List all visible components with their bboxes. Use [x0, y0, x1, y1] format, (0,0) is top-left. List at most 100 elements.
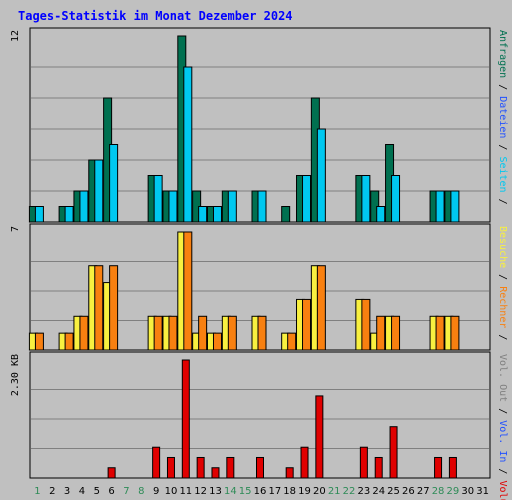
- bar-dateien-day-4: [79, 190, 89, 223]
- y-max-label: 2.30 KB: [10, 354, 21, 396]
- y-max-label: 7: [10, 226, 21, 232]
- bar-rechner-day-6: [109, 265, 119, 351]
- bar-dateien-day-24: [376, 206, 386, 223]
- series-legend: Besuche / Rechner /: [497, 226, 508, 340]
- bar-volumen-day-13: [211, 467, 220, 479]
- bar-dateien-day-3: [64, 206, 74, 223]
- legend-entry: /: [497, 268, 508, 286]
- bar-rechner-day-19: [302, 298, 312, 351]
- panel-visits: 7 Besuche / Rechner /: [10, 223, 508, 351]
- bar-volumen-day-28: [434, 456, 443, 479]
- bar-rechner-day-25: [391, 315, 401, 351]
- bar-rechner-day-5: [94, 265, 104, 351]
- bar-dateien-day-19: [302, 175, 312, 223]
- x-tick-label: 20: [313, 486, 326, 497]
- bar-volumen-day-11: [181, 359, 190, 479]
- x-tick-label: 13: [209, 486, 222, 497]
- bar-volumen-day-20: [315, 395, 324, 479]
- bar-dateien-day-13: [212, 206, 222, 223]
- x-tick-label: 31: [476, 486, 489, 497]
- bar-dateien-day-10: [168, 190, 178, 223]
- x-tick-label: 10: [165, 486, 178, 497]
- bar-dateien-day-14: [227, 190, 237, 223]
- bar-dateien-day-20: [316, 128, 326, 223]
- x-tick-label: 3: [64, 486, 70, 497]
- bar-rechner-day-11: [183, 231, 193, 351]
- bar-rechner-day-13: [212, 332, 222, 351]
- legend-entry: Vol. Out: [497, 354, 508, 402]
- bar-volumen-day-12: [196, 456, 205, 479]
- bar-volumen-day-19: [300, 446, 309, 479]
- bar-rechner-day-20: [316, 265, 326, 351]
- chart-panels: 12 Anfragen / Dateien / Seiten / 7 Besuche…: [10, 27, 508, 500]
- bar-dateien-day-5: [94, 159, 104, 223]
- x-tick-label: 26: [402, 486, 415, 497]
- bar-dateien-day-12: [198, 206, 208, 223]
- x-tick-label: 6: [108, 486, 114, 497]
- bar-volumen-day-6: [107, 467, 116, 479]
- x-tick-label: 1: [34, 486, 40, 497]
- legend-entry: /: [497, 402, 508, 420]
- legend-entry: /: [497, 462, 508, 480]
- x-tick-label: 30: [461, 486, 474, 497]
- bar-volumen-day-29: [448, 456, 457, 479]
- panel-hits: 12 Anfragen / Dateien / Seiten /: [10, 27, 508, 223]
- legend-entry: /: [497, 328, 508, 340]
- bar-rechner-day-3: [64, 332, 74, 351]
- legend-entry: Rechner: [497, 286, 508, 328]
- bar-rechner-day-14: [227, 315, 237, 351]
- bar-volumen-day-10: [166, 456, 175, 479]
- x-tick-label: 12: [194, 486, 207, 497]
- bar-anfragen-day-18: [281, 206, 291, 223]
- bar-rechner-day-9: [153, 315, 163, 351]
- bar-rechner-day-12: [198, 315, 208, 351]
- bar-dateien-day-9: [153, 175, 163, 223]
- x-tick-label: 16: [254, 486, 267, 497]
- x-tick-label: 15: [239, 486, 252, 497]
- legend-entry: Dateien: [497, 96, 508, 138]
- bar-rechner-day-4: [79, 315, 89, 351]
- x-axis-day-labels: 1 2 3 4 5 6 7 8 9 10 11 12 13 14 15 16 17 18 19 20 21 22 23 24 2…: [34, 486, 489, 497]
- bar-volumen-day-18: [285, 467, 294, 479]
- x-tick-label: 14: [224, 486, 237, 497]
- bar-rechner-day-1: [34, 332, 44, 351]
- x-tick-label: 24: [372, 486, 385, 497]
- legend-entry: /: [497, 193, 508, 205]
- bar-dateien-day-28: [435, 190, 445, 223]
- y-max-label: 12: [10, 30, 21, 42]
- x-tick-label: 23: [358, 486, 371, 497]
- bar-rechner-day-23: [361, 298, 371, 351]
- bar-volumen-day-9: [152, 446, 161, 479]
- bar-rechner-day-10: [168, 315, 178, 351]
- x-tick-label: 21: [328, 486, 341, 497]
- legend-entry: Volumen: [497, 480, 508, 500]
- bar-volumen-day-23: [359, 446, 368, 479]
- bar-dateien-day-25: [391, 175, 401, 223]
- x-tick-label: 25: [387, 486, 400, 497]
- bar-dateien-day-11: [183, 66, 193, 223]
- bar-dateien-day-6: [109, 144, 119, 223]
- legend-entry: Anfragen: [497, 30, 508, 78]
- bar-volumen-day-16: [256, 456, 264, 479]
- series-legend: Vol. Out / Vol. In / Volumen: [497, 354, 508, 500]
- bar-dateien-day-16: [257, 190, 267, 223]
- x-tick-label: 17: [268, 486, 281, 497]
- x-tick-label: 9: [153, 486, 159, 497]
- bar-rechner-day-24: [376, 315, 386, 351]
- bar-rechner-day-18: [287, 332, 297, 351]
- x-tick-label: 28: [432, 486, 445, 497]
- bar-volumen-day-24: [374, 456, 383, 479]
- x-tick-label: 7: [123, 486, 129, 497]
- legend-entry: Besuche: [497, 226, 508, 268]
- legend-entry: /: [497, 78, 508, 96]
- bar-dateien-day-1: [34, 206, 44, 223]
- x-tick-label: 5: [94, 486, 100, 497]
- legend-entry: Vol. In: [497, 420, 508, 462]
- x-tick-label: 2: [49, 486, 55, 497]
- x-tick-label: 27: [417, 486, 430, 497]
- series-legend: Anfragen / Dateien / Seiten /: [497, 30, 508, 205]
- bar-dateien-day-23: [361, 175, 371, 223]
- x-tick-label: 29: [447, 486, 460, 497]
